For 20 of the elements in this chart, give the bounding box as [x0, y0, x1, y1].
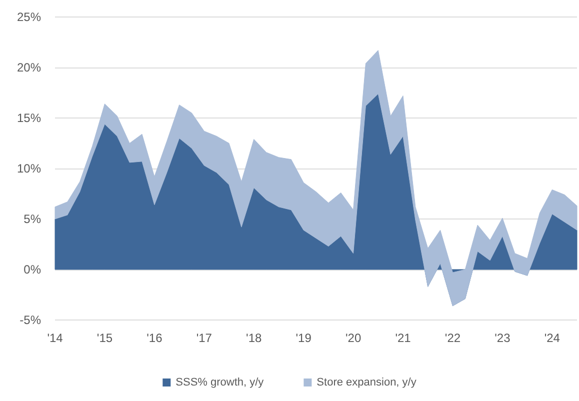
x-tick-label: '14: [47, 331, 64, 345]
x-tick-label: '24: [544, 331, 560, 345]
x-tick-label: '23: [494, 331, 511, 345]
x-tick-label: '20: [345, 331, 362, 345]
legend-label: Store expansion, y/y: [316, 376, 417, 388]
y-tick-label: 15%: [16, 111, 42, 125]
x-tick-label: '17: [196, 331, 212, 345]
y-tick-label: 0%: [24, 262, 42, 276]
y-tick-label: 10%: [16, 162, 42, 176]
y-tick-label: 20%: [16, 60, 42, 74]
legend-label: SSS% growth, y/y: [176, 376, 264, 388]
y-tick-label: 5%: [24, 212, 42, 226]
x-tick-label: '21: [395, 331, 412, 345]
y-tick-label: 25%: [16, 10, 42, 24]
x-tick-label: '15: [96, 331, 113, 345]
x-tick-label: '19: [296, 331, 312, 345]
x-tick-label: '16: [146, 331, 163, 345]
x-tick-label: '22: [444, 331, 461, 345]
x-tick-label: '18: [246, 331, 262, 345]
y-tick-label: -5%: [20, 313, 42, 327]
